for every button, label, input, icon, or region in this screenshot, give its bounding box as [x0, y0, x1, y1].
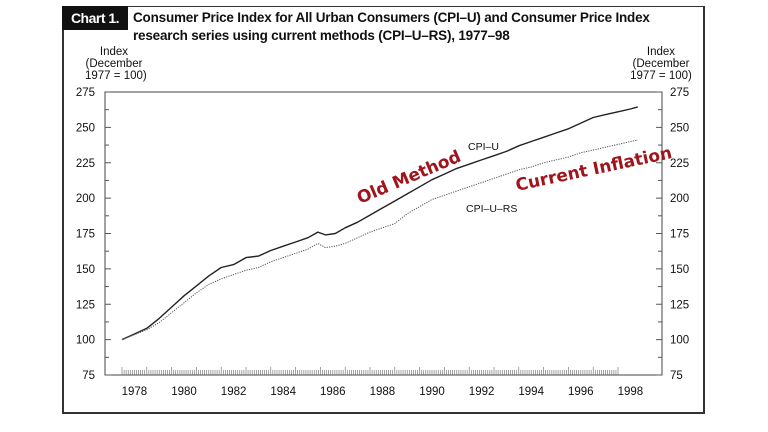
y-tick-label-right: 100	[670, 335, 689, 347]
x-tick-label: 1998	[618, 386, 644, 398]
y-tick-label-left: 250	[76, 122, 95, 134]
x-tick-label: 1984	[270, 386, 296, 398]
y-tick-label-left: 75	[82, 370, 95, 382]
plot-area	[104, 91, 663, 376]
y-tick-label-left: 125	[76, 299, 95, 311]
y-axis-label-left: Index (December 1977 = 100)	[85, 46, 147, 82]
x-tick-label: 1990	[419, 386, 445, 398]
x-tick-label: 1988	[370, 386, 396, 398]
y-tick-label-right: 200	[670, 193, 689, 205]
x-tick-label: 1982	[221, 386, 247, 398]
series-line-cpi-u	[121, 106, 638, 341]
x-tick-label: 1992	[469, 386, 495, 398]
x-tick-label: 1980	[171, 386, 197, 398]
y-tick-label-right: 75	[670, 370, 683, 382]
chart-title-line-2: research series using current methods (C…	[133, 28, 510, 43]
series-label-cpi-u: CPI–U	[468, 141, 499, 153]
chart-frame	[62, 6, 705, 414]
y-tick-label-right: 275	[670, 87, 689, 99]
series-label-cpi-u-rs: CPI–U–RS	[466, 203, 517, 215]
y-axis-label-right-line: 1977 = 100)	[630, 70, 692, 82]
chart-title-line-1: Consumer Price Index for All Urban Consu…	[133, 10, 650, 25]
y-tick-label-left: 175	[76, 229, 95, 241]
y-tick-label-right: 125	[670, 299, 689, 311]
series-line-cpi-u-rs	[121, 139, 638, 341]
y-axis-label-left-line: 1977 = 100)	[85, 70, 147, 82]
y-axis-label-left-line: Index	[99, 46, 129, 58]
y-axis-label-right: Index (December 1977 = 100)	[629, 46, 693, 82]
x-tick-label: 1986	[320, 386, 346, 398]
y-tick-label-right: 150	[670, 264, 689, 276]
y-tick-label-left: 275	[76, 87, 95, 99]
y-tick-label-left: 150	[76, 264, 95, 276]
y-axis-label-right-line: (December	[632, 58, 690, 70]
x-tick-label: 1996	[568, 386, 594, 398]
y-tick-label-left: 200	[76, 193, 95, 205]
y-axis-label-left-line: (December	[85, 58, 143, 70]
y-tick-label-right: 225	[670, 158, 689, 170]
y-tick-label-right: 175	[670, 229, 689, 241]
y-tick-label-right: 250	[670, 122, 689, 134]
y-tick-label-left: 225	[76, 158, 95, 170]
annotation-current-inflation: Current Inflation	[514, 143, 674, 196]
y-tick-label-left: 100	[76, 335, 95, 347]
x-tick-label: 1994	[518, 386, 544, 398]
x-tick-label: 1978	[122, 386, 148, 398]
chart-number-tag: Chart 1.	[62, 6, 128, 30]
annotation-old-method: Old Method	[354, 147, 464, 209]
y-axis-label-right-line: Index	[646, 46, 676, 58]
